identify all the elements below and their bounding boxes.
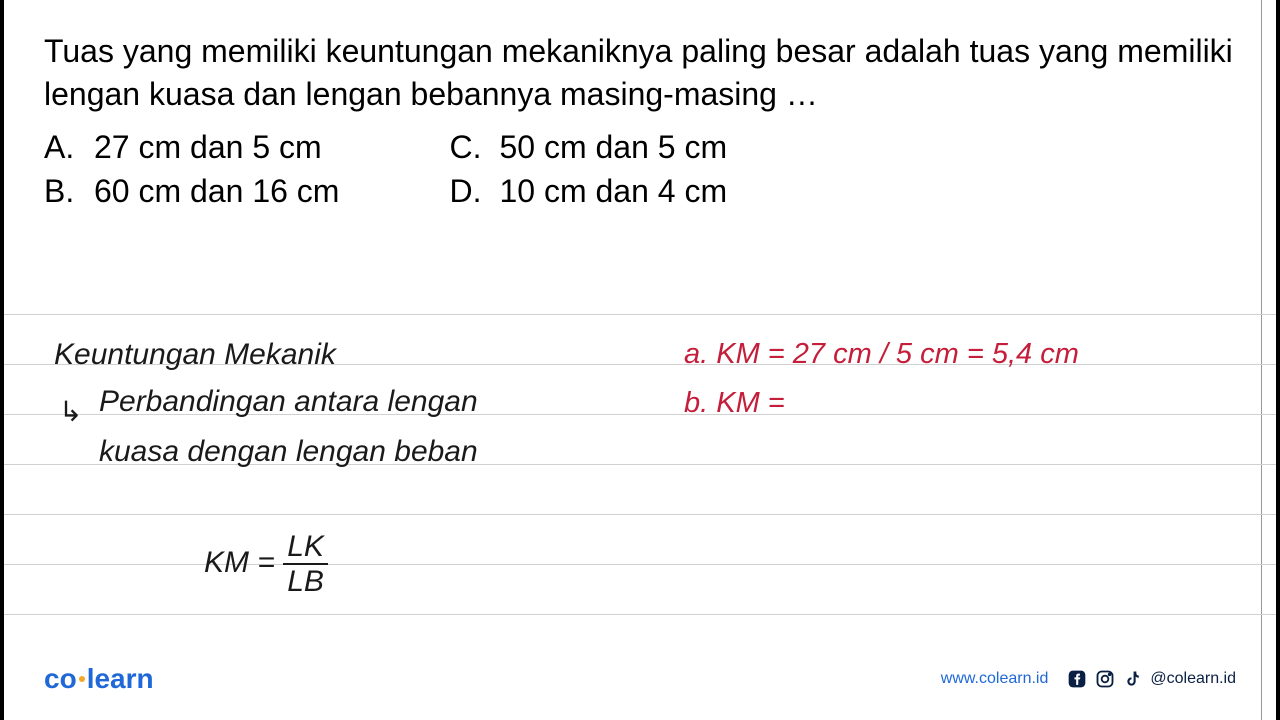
logo-dot-icon <box>79 676 85 682</box>
social-icons: @colearn.id <box>1066 668 1236 690</box>
option-a: A. 27 cm dan 5 cm <box>44 126 339 169</box>
hw-def-line1: Perbandingan antara lengan <box>99 385 478 419</box>
hw-title: Keuntungan Mekanik <box>54 338 336 372</box>
option-text-c: 50 cm dan 5 cm <box>499 126 727 169</box>
instagram-icon <box>1094 668 1116 690</box>
option-b: B. 60 cm dan 16 cm <box>44 170 339 213</box>
hw-fraction: LK LB <box>283 530 328 598</box>
option-d: D. 10 cm dan 4 cm <box>449 170 727 213</box>
hw-calc-a: a. KM = 27 cm / 5 cm = 5,4 cm <box>684 338 1079 371</box>
hw-def-line2: kuasa dengan lengan beban <box>99 435 478 469</box>
option-letter-d: D. <box>449 170 499 213</box>
hw-calc-b: b. KM = <box>684 387 785 420</box>
option-letter-a: A. <box>44 126 94 169</box>
options-container: A. 27 cm dan 5 cm B. 60 cm dan 16 cm C. … <box>44 126 1236 212</box>
footer: colearn www.colearn.id @colearn.id <box>44 663 1236 695</box>
footer-url: www.colearn.id <box>941 670 1049 688</box>
hw-frac-den: LB <box>283 565 328 598</box>
hw-formula-left: KM = <box>204 546 275 579</box>
facebook-icon <box>1066 668 1088 690</box>
question-block: Tuas yang memiliki keuntungan mekaniknya… <box>4 0 1276 233</box>
footer-right: www.colearn.id @colearn.id <box>941 668 1236 690</box>
option-letter-c: C. <box>449 126 499 169</box>
option-text-a: 27 cm dan 5 cm <box>94 126 322 169</box>
tiktok-icon <box>1122 668 1144 690</box>
option-text-b: 60 cm dan 16 cm <box>94 170 339 213</box>
question-text: Tuas yang memiliki keuntungan mekaniknya… <box>44 30 1236 116</box>
logo-part-left: co <box>44 663 77 694</box>
hw-formula: KM = LK LB <box>204 530 328 598</box>
social-handle: @colearn.id <box>1150 670 1236 688</box>
hw-frac-num: LK <box>283 530 328 565</box>
option-letter-b: B. <box>44 170 94 213</box>
logo-part-right: learn <box>87 663 154 694</box>
brand-logo: colearn <box>44 663 154 695</box>
option-text-d: 10 cm dan 4 cm <box>499 170 727 213</box>
arrow-icon: ↳ <box>59 395 82 429</box>
option-c: C. 50 cm dan 5 cm <box>449 126 727 169</box>
